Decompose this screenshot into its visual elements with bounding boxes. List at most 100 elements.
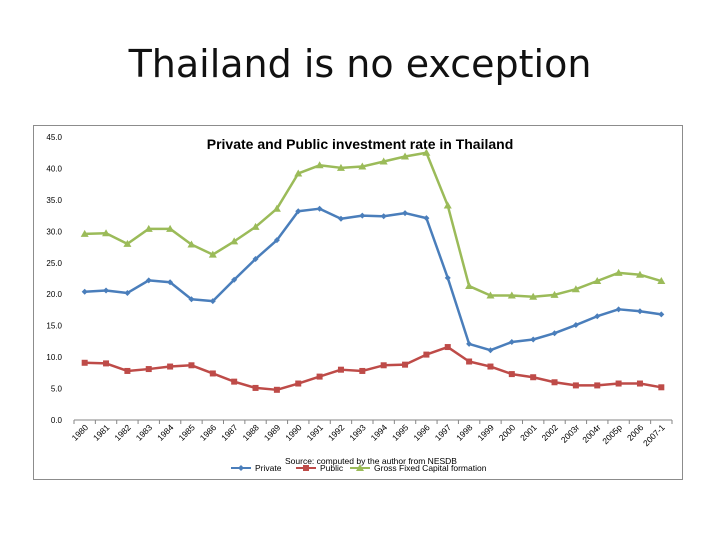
data-point [337, 366, 344, 373]
data-point [466, 340, 473, 347]
series-gross-fixed-capital-formation [80, 148, 666, 300]
x-tick-label: 1983 [134, 422, 155, 443]
data-point [123, 239, 132, 247]
y-tick-label: 45.0 [46, 133, 62, 142]
data-point [443, 201, 452, 209]
x-tick-label: 1990 [283, 422, 304, 443]
legend-swatch-marker [356, 464, 364, 471]
data-point [230, 237, 239, 245]
x-tick-label: 1994 [369, 422, 390, 443]
data-point [401, 152, 410, 160]
data-point [188, 362, 195, 369]
data-point [272, 204, 281, 212]
data-point [144, 224, 153, 232]
data-point [295, 208, 302, 215]
data-point [594, 313, 601, 320]
data-point [572, 382, 579, 389]
x-tick-label: 1980 [70, 422, 91, 443]
data-point [102, 229, 111, 237]
data-point [486, 291, 495, 299]
data-point [294, 169, 303, 177]
data-point [508, 339, 515, 346]
data-point [145, 366, 152, 373]
data-point [379, 157, 388, 165]
data-point [81, 359, 88, 366]
data-point [187, 240, 196, 248]
series-line [84, 151, 662, 298]
data-point [635, 270, 644, 278]
data-point [487, 363, 494, 370]
y-tick-label: 35.0 [46, 196, 62, 205]
data-point [466, 358, 473, 365]
data-point [316, 373, 323, 380]
data-point [444, 344, 451, 351]
data-point [423, 215, 430, 222]
x-tick-label: 1985 [176, 422, 197, 443]
data-point [422, 148, 431, 156]
legend-label: Gross Fixed Capital formation [374, 463, 487, 473]
x-tick-label: 1981 [91, 422, 112, 443]
y-axis-ticks: 0.0 5.0 10.0 15.0 20.0 25.0 30.0 35.0 40.0 45.0 [46, 133, 62, 425]
legend-label: Private [255, 463, 282, 473]
data-point [658, 311, 665, 318]
x-tick-label: 1992 [326, 422, 347, 443]
data-point [402, 210, 409, 217]
data-point [658, 384, 665, 391]
data-point [208, 250, 217, 258]
data-point [166, 224, 175, 232]
data-point [530, 374, 537, 381]
data-point [252, 256, 259, 263]
data-point [614, 268, 623, 276]
x-tick-label: 2004r [580, 422, 603, 445]
legend-swatch-marker [303, 465, 309, 471]
data-point [315, 161, 324, 169]
data-point [252, 384, 259, 391]
chart-title: Private and Public investment rate in Th… [207, 136, 514, 152]
x-tick-label: 1997 [433, 422, 454, 443]
data-point [423, 351, 430, 358]
data-point [572, 322, 579, 329]
data-point [231, 378, 238, 385]
legend-item: Public [296, 463, 344, 473]
x-tick-label: 1999 [475, 422, 496, 443]
data-point [551, 379, 558, 386]
x-tick-label: 1987 [219, 422, 240, 443]
data-point [209, 370, 216, 377]
data-point [615, 306, 622, 313]
data-point [273, 386, 280, 393]
data-point [336, 163, 345, 171]
y-tick-label: 0.0 [51, 416, 63, 425]
data-point [188, 296, 195, 303]
data-point [380, 213, 387, 220]
data-point [571, 285, 580, 293]
data-point [636, 380, 643, 387]
data-point [295, 380, 302, 387]
data-point [209, 298, 216, 305]
x-tick-label: 2000 [497, 422, 518, 443]
x-tick-label: 2001 [518, 422, 539, 443]
data-point [508, 371, 515, 378]
y-tick-label: 10.0 [46, 353, 62, 362]
data-point [594, 382, 601, 389]
legend-label: Public [320, 463, 344, 473]
x-tick-label: 2002 [539, 422, 560, 443]
data-point [507, 291, 516, 299]
data-point [273, 237, 280, 244]
data-point [337, 215, 344, 222]
series-private [81, 205, 665, 354]
data-point [529, 292, 538, 300]
data-point [167, 363, 174, 370]
data-point [251, 222, 260, 230]
data-point [530, 336, 537, 343]
data-point [636, 308, 643, 315]
x-tick-label: 1982 [112, 422, 133, 443]
data-point [615, 380, 622, 387]
data-point [145, 277, 152, 284]
source-note: Source: computed by the author from NESD… [285, 456, 457, 466]
data-point [81, 288, 88, 295]
data-point [80, 229, 89, 237]
data-point [316, 205, 323, 212]
legend: Private Public Gross Fixed Capital formati… [231, 463, 487, 473]
y-tick-label: 30.0 [46, 227, 62, 236]
x-tick-label: 1989 [262, 422, 283, 443]
